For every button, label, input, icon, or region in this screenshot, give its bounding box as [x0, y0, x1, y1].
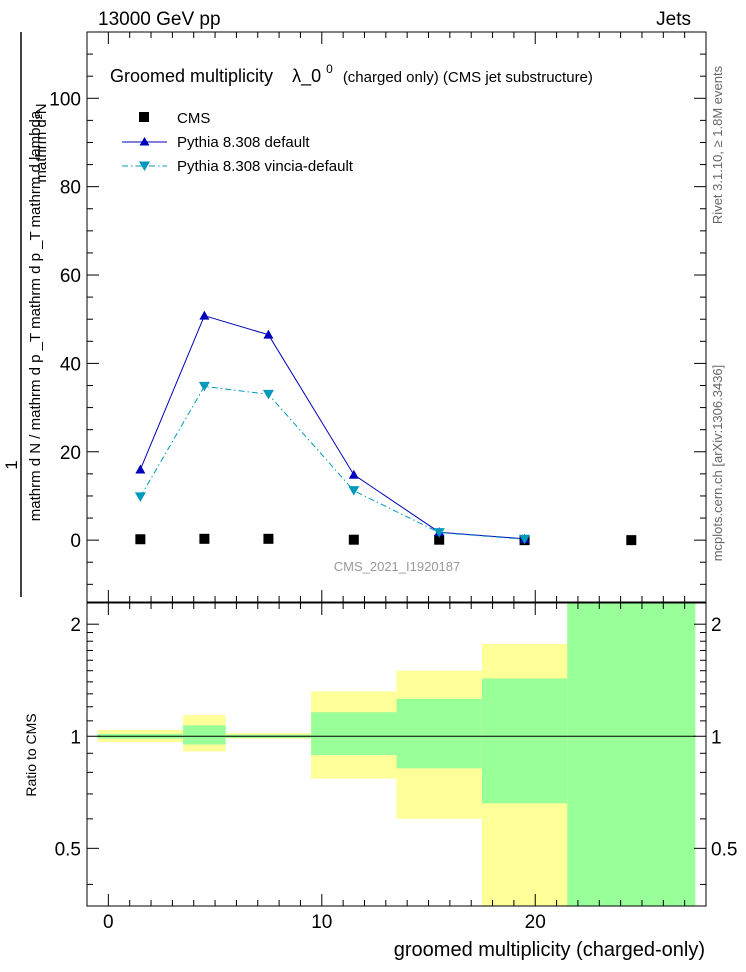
ratio-inner-band	[183, 725, 226, 745]
legend-label-vincia: Pythia 8.308 vincia-default	[177, 158, 354, 175]
ratio-y-label: Ratio to CMS	[23, 713, 39, 796]
cms-data-point	[263, 533, 274, 544]
ratio-plot-panel: 0.5 0.5 1 1 2 2 0 10 20 Ratio to CMS groomed mu…	[23, 602, 737, 961]
legend-label-default: Pythia 8.308 default	[177, 134, 310, 151]
vincia-data-point	[519, 534, 531, 545]
main-y-axis: 0 20 40 60 80 100	[49, 53, 706, 585]
ratio-inner-band	[311, 712, 397, 756]
cms-data-point	[199, 533, 210, 544]
plot-title: Groomed multiplicity λ_0 0 (charged only…	[110, 57, 593, 87]
plot-title-lambda: λ_0	[292, 66, 321, 87]
main-y-tick-label: 20	[60, 443, 81, 464]
ratio-inner-band	[481, 678, 568, 804]
plot-title-tail: (charged only) (CMS jet substructure)	[343, 69, 593, 86]
main-y-tick-label: 60	[60, 266, 81, 287]
main-y-tick-label: 0	[70, 531, 81, 552]
main-marks	[134, 310, 637, 546]
legend-marker-vincia	[139, 161, 150, 171]
ratio-bands	[97, 603, 696, 906]
ratio-y-tick-label: 2	[70, 615, 81, 636]
legend-marker-default	[139, 137, 150, 146]
watermark: CMS_2021_I1920187	[334, 559, 461, 574]
ratio-y-tick-label-right: 0.5	[711, 839, 737, 860]
default-data-point	[263, 329, 274, 339]
mcplots-label: mcplots.cern.ch [arXiv:1306.3436]	[710, 365, 725, 562]
ratio-y-tick-label-right: 1	[711, 727, 722, 748]
plot-title-main: Groomed multiplicity	[110, 66, 273, 86]
ratio-y-tick-label-right: 2	[711, 615, 722, 636]
ratio-x-tick-label: 0	[103, 912, 114, 933]
vincia-data-point	[198, 381, 210, 392]
cms-data-point	[135, 534, 146, 545]
ratio-y-tick-label: 0.5	[55, 839, 81, 860]
legend-marker-cms	[139, 112, 149, 122]
main-y-tick-label: 40	[60, 354, 81, 375]
ratio-frame	[86, 602, 707, 907]
ratio-x-tick-label: 20	[525, 912, 546, 933]
vincia-data-point	[348, 486, 360, 496]
ratio-x-tick-label: 10	[311, 912, 332, 933]
x-axis-label: groomed multiplicity (charged-only)	[394, 939, 705, 961]
ylabel-numerator: mathrm d²N	[33, 103, 50, 182]
cms-data-point	[626, 535, 637, 546]
plot-title-sup: 0	[326, 62, 333, 76]
ratio-y-tick-label: 1	[70, 727, 81, 748]
main-y-tick-label: 100	[49, 89, 81, 110]
default-data-point	[135, 464, 146, 474]
default-data-point	[348, 469, 359, 479]
default-data-point	[199, 310, 210, 320]
vincia-data-point	[134, 492, 146, 502]
ratio-y-axis: 0.5 0.5 1 1 2 2	[55, 615, 737, 885]
main-y-tick-label: 80	[60, 178, 81, 199]
main-plot-panel: 0 20 40 60 80 100 Groomed multiplicity λ_0 0 …	[49, 31, 707, 603]
main-frame	[86, 31, 707, 603]
cms-data-point	[348, 534, 359, 545]
series-line-2	[139, 385, 525, 540]
ratio-x-axis: 0 10 20	[103, 603, 686, 933]
ylabel-prefix: 1	[2, 460, 21, 469]
vincia-data-point	[262, 389, 274, 400]
ylabel-denominator: mathrm d N / mathrm d p _T mathrm d p _T…	[27, 110, 44, 521]
ratio-inner-band	[567, 603, 696, 906]
ratio-inner-band	[396, 698, 482, 769]
legend-label-cms: CMS	[177, 110, 210, 127]
main-x-ticks	[107, 32, 686, 602]
header-left: 13000 GeV pp	[98, 9, 221, 30]
legend: CMS Pythia 8.308 default Pythia 8.308 vi…	[122, 110, 354, 175]
header-right: Jets	[656, 9, 691, 30]
series-line-1	[139, 315, 525, 540]
cms-data-point	[434, 534, 445, 545]
rivet-label: Rivet 3.1.10, ≥ 1.8M events	[710, 65, 725, 224]
vincia-data-point	[433, 528, 445, 538]
main-y-axis-label: 1 mathrm d²N mathrm d N / mathrm d p _T …	[2, 32, 50, 597]
